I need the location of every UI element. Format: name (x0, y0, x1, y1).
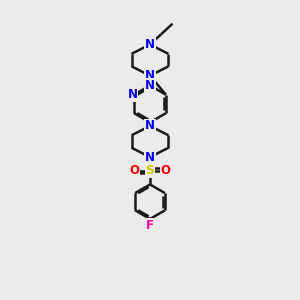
Text: N: N (145, 69, 155, 82)
Text: F: F (146, 219, 154, 232)
Text: N: N (145, 38, 155, 51)
Text: S: S (146, 164, 154, 177)
Text: N: N (145, 79, 155, 92)
Text: N: N (145, 151, 155, 164)
Text: N: N (145, 119, 155, 132)
Text: O: O (160, 164, 170, 177)
Text: N: N (128, 88, 138, 101)
Text: O: O (130, 164, 140, 177)
